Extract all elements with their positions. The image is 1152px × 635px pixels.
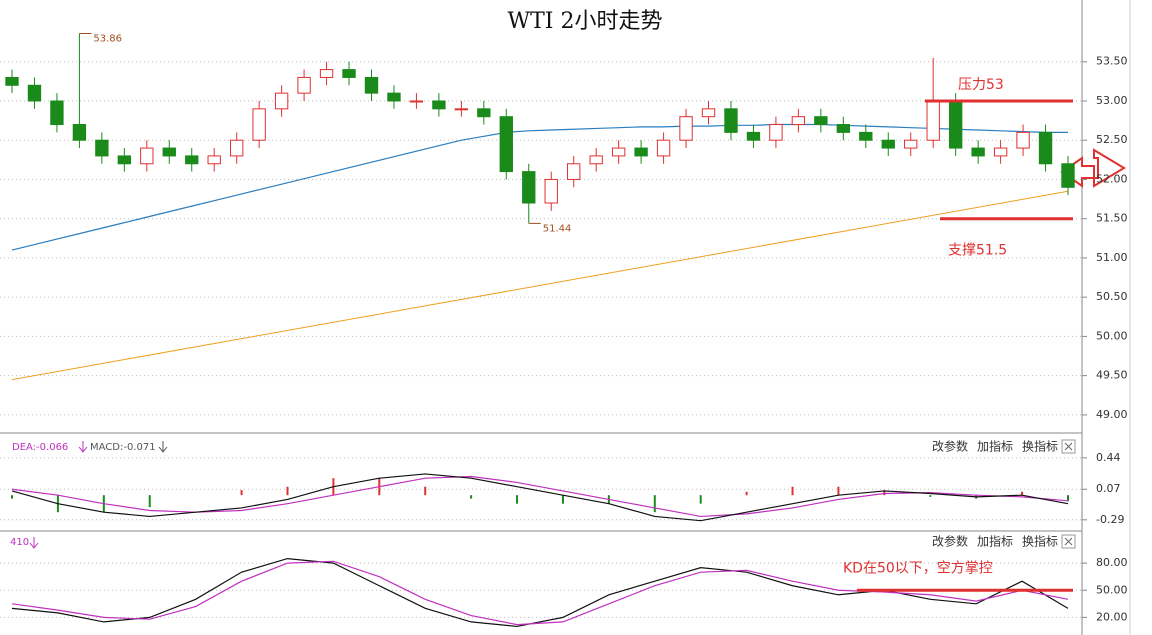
- candle-body: [724, 108, 738, 133]
- candle-body: [701, 108, 716, 118]
- legend-entry: DEA:-0.066: [12, 442, 68, 453]
- candle-body: [432, 100, 446, 110]
- y-tick-label: 0.07: [1096, 482, 1121, 495]
- candle-body: [27, 84, 42, 102]
- candle-body: [971, 147, 985, 157]
- toolbar-button[interactable]: 换指标: [1022, 439, 1058, 454]
- close-icon: [1064, 537, 1073, 546]
- candle-body: [679, 116, 693, 141]
- candle-body: [274, 92, 289, 110]
- toolbar-button[interactable]: 换指标: [1022, 534, 1058, 549]
- candle-body: [836, 124, 850, 133]
- candle-body: [297, 76, 311, 94]
- toolbar-button[interactable]: 改参数: [932, 439, 968, 454]
- down-arrow-icon: [158, 441, 168, 453]
- legend-entry: MACD:-0.071: [90, 442, 156, 453]
- panel-title: 410: [10, 537, 29, 548]
- candle-body: [904, 139, 918, 149]
- macd-line: [11, 475, 1069, 518]
- y-tick-label: 20.00: [1096, 610, 1128, 623]
- y-tick-label: 51.50: [1096, 212, 1128, 225]
- candle-body: [162, 147, 176, 157]
- trend-line: [11, 190, 1069, 381]
- toolbar-button[interactable]: 加指标: [977, 534, 1013, 549]
- arrow-icon: [1093, 148, 1126, 188]
- candle-body: [1061, 163, 1075, 188]
- y-tick-label: 53.00: [1096, 94, 1128, 107]
- macd-line: [11, 473, 1069, 522]
- y-tick-label: 53.50: [1096, 55, 1128, 68]
- y-tick-label: 50.50: [1096, 290, 1128, 303]
- candle-body: [948, 100, 963, 149]
- candle-body: [881, 139, 895, 149]
- candle-body: [409, 100, 424, 103]
- down-arrow-icon: [78, 441, 88, 453]
- candle-body: [746, 131, 761, 141]
- candle-body: [567, 163, 581, 180]
- candle-body: [207, 155, 221, 165]
- y-tick-label: 49.50: [1096, 369, 1128, 382]
- candle-body: [387, 92, 401, 102]
- down-arrow-icon: [29, 537, 39, 549]
- candle-body: [814, 116, 828, 126]
- candle-body: [993, 147, 1008, 157]
- candle-body: [140, 147, 154, 165]
- candle-body: [589, 155, 603, 165]
- toolbar-button[interactable]: 加指标: [977, 439, 1013, 454]
- candle-body: [117, 155, 132, 165]
- candle-body: [5, 76, 19, 86]
- candle-body: [230, 139, 244, 157]
- y-tick-label: 0.44: [1096, 451, 1121, 464]
- y-tick-label: 80.00: [1096, 556, 1128, 569]
- candle-body: [185, 155, 199, 165]
- chart-title: WTI 2小时走势: [508, 9, 663, 34]
- candle-body: [454, 108, 469, 111]
- candle-body: [859, 131, 873, 141]
- candle-body: [72, 124, 87, 141]
- candle-body: [499, 116, 513, 173]
- candle-body: [252, 108, 266, 141]
- y-tick-label: 50.00: [1096, 583, 1128, 596]
- toolbar-button[interactable]: 改参数: [932, 534, 968, 549]
- level-label: 支撑51.5: [948, 243, 1007, 259]
- candle-body: [522, 171, 536, 204]
- candle-body: [364, 76, 379, 94]
- candle-body: [95, 139, 109, 157]
- y-tick-label: 52.50: [1096, 133, 1128, 146]
- y-tick-label: 50.00: [1096, 329, 1128, 342]
- kd-line: [11, 557, 1069, 628]
- level-label: 压力53: [958, 77, 1004, 93]
- arrow-icon: [1060, 156, 1095, 188]
- close-icon: [1064, 442, 1073, 451]
- annotation-label: 51.44: [543, 223, 572, 234]
- y-tick-label: 49.00: [1096, 408, 1128, 421]
- candle-body: [477, 108, 491, 118]
- candle-body: [634, 147, 648, 157]
- candle-body: [791, 116, 806, 126]
- candle-body: [656, 139, 671, 157]
- candle-body: [1016, 131, 1030, 149]
- candle-body: [769, 124, 783, 141]
- level-label: KD在50以下，空方掌控: [843, 560, 993, 576]
- candle-body: [50, 100, 64, 126]
- candle-body: [342, 69, 356, 78]
- y-tick-label: 52.00: [1096, 172, 1128, 185]
- candle-body: [611, 147, 626, 157]
- candle-body: [319, 69, 334, 78]
- y-tick-label: -0.29: [1096, 513, 1124, 526]
- y-tick-label: 51.00: [1096, 251, 1128, 264]
- candle-body: [926, 100, 940, 141]
- moving-average: [11, 123, 1068, 251]
- annotation-label: 53.86: [93, 33, 122, 44]
- candle-body: [1038, 131, 1053, 165]
- kd-line: [11, 560, 1069, 626]
- candle-body: [544, 178, 558, 204]
